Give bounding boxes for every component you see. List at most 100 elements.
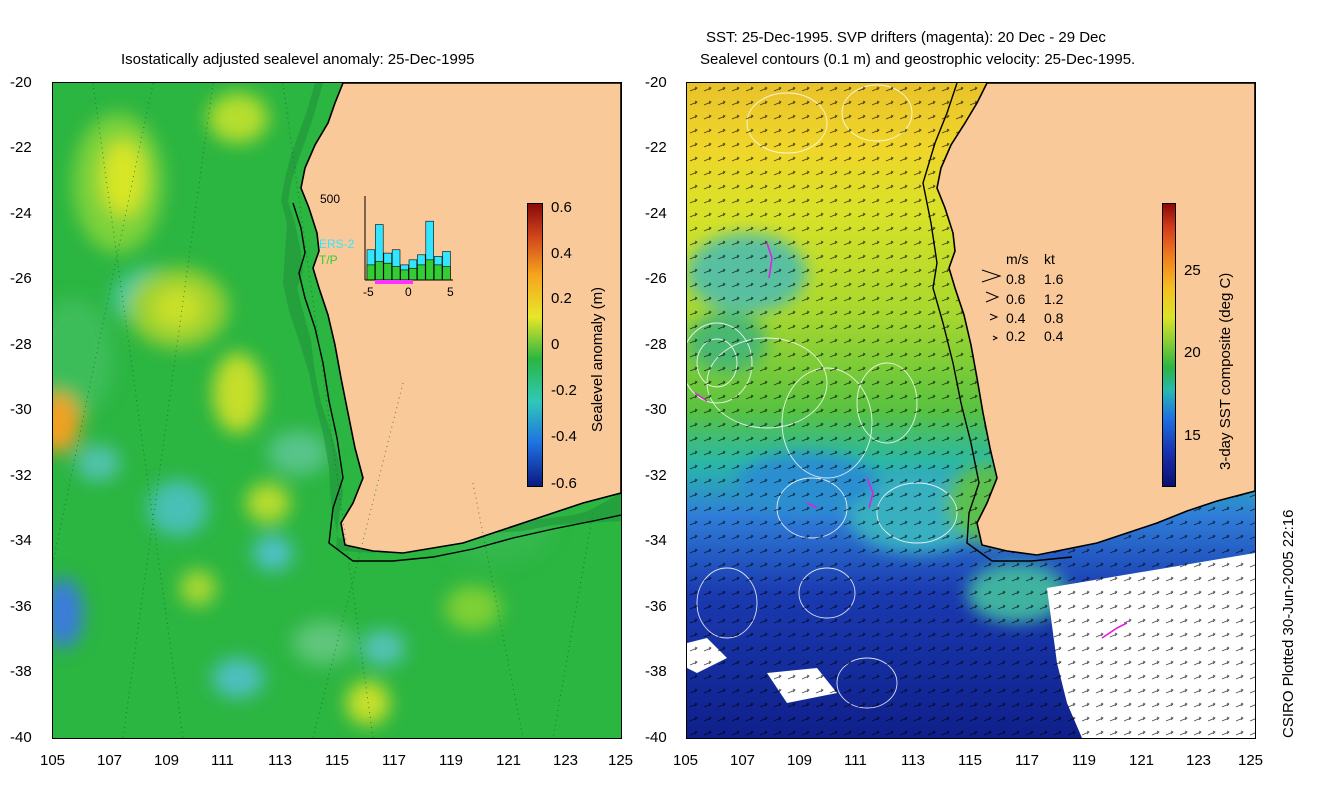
satellite-tracks	[53, 83, 594, 738]
right-ytick: -28	[645, 336, 667, 353]
right-ytick: -40	[645, 729, 667, 746]
left-ytick: -36	[10, 598, 32, 615]
pass-histogram: 500 ERS-2 T/P -5 0 5	[319, 192, 454, 298]
right-ytick: -34	[645, 532, 667, 549]
left-ytick: -38	[10, 663, 32, 680]
velocity-legend-arrow-1	[985, 291, 1000, 303]
sealevel-anomaly-map-canvas	[53, 83, 621, 738]
velocity-legend-kt-2: 0.8	[1044, 310, 1064, 326]
histogram-bar-tp	[383, 262, 392, 281]
right-ytick: -38	[645, 663, 667, 680]
histogram-legend-tp: T/P	[319, 253, 338, 267]
right-xtick: 121	[1129, 752, 1155, 769]
sst-colorbar-tick: 25	[1184, 262, 1201, 279]
right-xtick: 117	[1015, 752, 1039, 769]
velocity-legend-arrow-3	[992, 335, 999, 341]
histogram-xtick-zero: 0	[405, 285, 412, 298]
right-ytick: -30	[645, 401, 667, 418]
left-ytick: -40	[10, 729, 32, 746]
sst-colorbar-label: 3-day SST composite (deg C)	[1217, 272, 1234, 470]
svp-drifter-tracks	[694, 242, 1128, 639]
sst-colorbar-tick: 15	[1184, 427, 1201, 444]
histogram-bar-tp	[417, 264, 426, 281]
sst-map	[686, 82, 1256, 739]
right-ytick: -26	[645, 270, 667, 287]
left-ytick: -26	[10, 270, 32, 287]
sealevel-colorbar-tick: 0	[551, 336, 560, 353]
sst-colorbar-tick: 20	[1184, 344, 1201, 361]
sealevel-colorbar-tick: 0.2	[551, 290, 572, 307]
left-xtick: 113	[268, 752, 292, 769]
left-xtick: 115	[325, 752, 349, 769]
sst-colorbar	[1162, 203, 1176, 487]
velocity-legend-header-ms: m/s	[1006, 252, 1029, 267]
sealevel-colorbar-tick: -0.6	[551, 475, 577, 492]
histogram-bar-tp	[375, 261, 384, 281]
sst-map-canvas	[687, 83, 1255, 738]
histogram-bar-tp	[425, 259, 434, 281]
left-ytick: -24	[10, 205, 32, 222]
histogram-legend-ers2: ERS-2	[319, 237, 355, 251]
right-xtick: 119	[1072, 752, 1096, 769]
left-ytick: -30	[10, 401, 32, 418]
sealevel-colorbar-tick: 0.6	[551, 199, 572, 216]
velocity-legend-kt-3: 0.4	[1044, 328, 1064, 342]
right-xtick: 107	[730, 752, 756, 769]
left-xtick: 105	[40, 752, 66, 769]
sealevel-colorbar	[527, 203, 543, 487]
histogram-bar-tp	[442, 266, 451, 281]
sealevel-anomaly-map	[52, 82, 622, 739]
right-xtick: 115	[958, 752, 982, 769]
left-xtick: 109	[154, 752, 180, 769]
left-ytick: -28	[10, 336, 32, 353]
right-xtick: 123	[1186, 752, 1212, 769]
left-xtick: 107	[97, 752, 123, 769]
left-xtick: 117	[382, 752, 406, 769]
left-ytick: -32	[10, 467, 32, 484]
left-xtick: 125	[608, 752, 634, 769]
histogram-ymax-label: 500	[320, 192, 340, 206]
velocity-legend-ms-3: 0.2	[1006, 328, 1026, 342]
histogram-bar-tp	[391, 266, 401, 281]
right-ytick: -20	[645, 74, 667, 91]
velocity-legend: m/s kt 0.8 1.6 0.6 1.2 0.4 0.8 0.2 0.4	[981, 252, 1064, 342]
right-xtick: 113	[901, 752, 925, 769]
histogram-bar-tp	[366, 264, 376, 281]
right-map-title-line2: Sealevel contours (0.1 m) and geostrophi…	[700, 51, 1136, 68]
isobath-contour	[922, 83, 1073, 562]
right-ytick: -32	[645, 467, 667, 484]
right-ytick: -24	[645, 205, 667, 222]
histogram-bar-tp	[408, 267, 418, 281]
velocity-legend-arrow-2	[989, 313, 999, 321]
sealevel-colorbar-tick: -0.2	[551, 382, 577, 399]
isobath-contour	[292, 202, 621, 562]
histogram-xtick-max: 5	[447, 285, 454, 298]
velocity-legend-header-kt: kt	[1044, 252, 1055, 267]
left-map-title: Isostatically adjusted sealevel anomaly:…	[121, 51, 475, 68]
right-ytick: -36	[645, 598, 667, 615]
sealevel-colorbar-tick: 0.4	[551, 245, 572, 262]
left-xtick: 121	[496, 752, 522, 769]
left-ytick: -20	[10, 74, 32, 91]
sealevel-colorbar-tick: -0.4	[551, 428, 577, 445]
velocity-legend-kt-1: 1.2	[1044, 291, 1064, 307]
sealevel-colorbar-label: Sealevel anomaly (m)	[589, 286, 606, 432]
left-xtick: 123	[553, 752, 579, 769]
histogram-bar-tp	[433, 264, 443, 281]
velocity-legend-ms-1: 0.6	[1006, 291, 1026, 307]
right-xtick: 125	[1238, 752, 1264, 769]
right-map-title-line1: SST: 25-Dec-1995. SVP drifters (magenta)…	[706, 29, 1106, 46]
right-xtick: 109	[787, 752, 813, 769]
left-xtick: 119	[439, 752, 463, 769]
histogram-window-marker	[375, 280, 413, 284]
velocity-legend-arrow-0	[981, 269, 1002, 283]
histogram-bars	[366, 220, 451, 281]
right-xtick: 105	[673, 752, 699, 769]
right-ytick: -22	[645, 139, 667, 156]
left-xtick: 111	[211, 752, 234, 769]
histogram-bar-tp	[400, 269, 409, 281]
velocity-legend-ms-0: 0.8	[1006, 271, 1026, 287]
velocity-legend-kt-0: 1.6	[1044, 271, 1064, 287]
right-xtick: 111	[844, 752, 867, 769]
anomaly-field	[53, 93, 583, 725]
